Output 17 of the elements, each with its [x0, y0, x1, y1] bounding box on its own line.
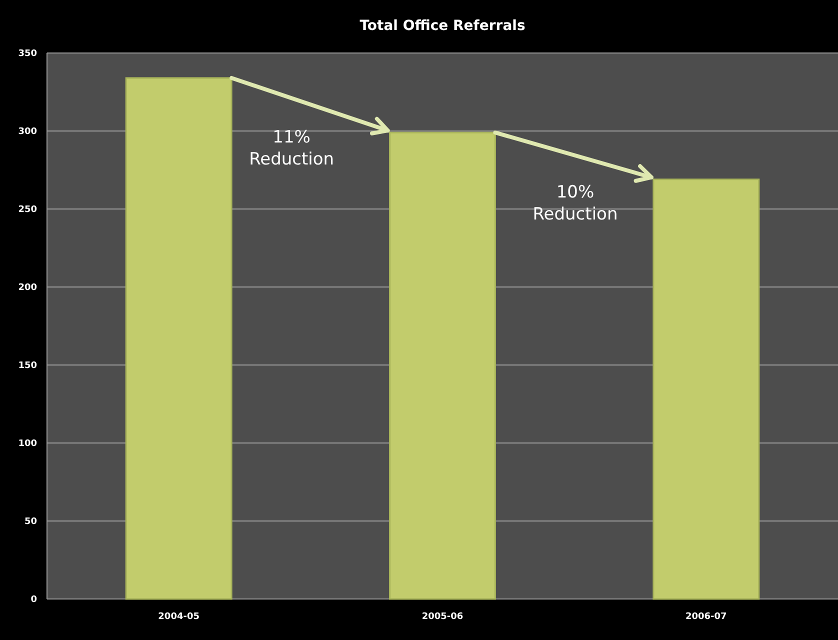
y-tick-label: 100 [18, 439, 37, 450]
y-tick-label: 350 [18, 49, 37, 60]
x-tick-label: 2005-06 [422, 612, 464, 622]
bar [389, 132, 496, 600]
chart-title: Total Office Referrals [360, 18, 526, 34]
y-tick-label: 200 [18, 283, 37, 294]
annotation: 10% Reduction [532, 182, 618, 224]
y-tick-label: 150 [18, 361, 37, 372]
y-tick-label: 50 [24, 517, 37, 528]
y-tick-label: 250 [18, 205, 37, 216]
x-tick-label: 2004-05 [158, 612, 200, 622]
x-tick-label: 2006-07 [686, 612, 727, 622]
bar [652, 178, 760, 600]
annotation: 11% Reduction [249, 128, 334, 170]
y-tick-label: 0 [30, 595, 37, 606]
y-tick-label: 300 [18, 127, 37, 138]
bar [125, 77, 232, 600]
